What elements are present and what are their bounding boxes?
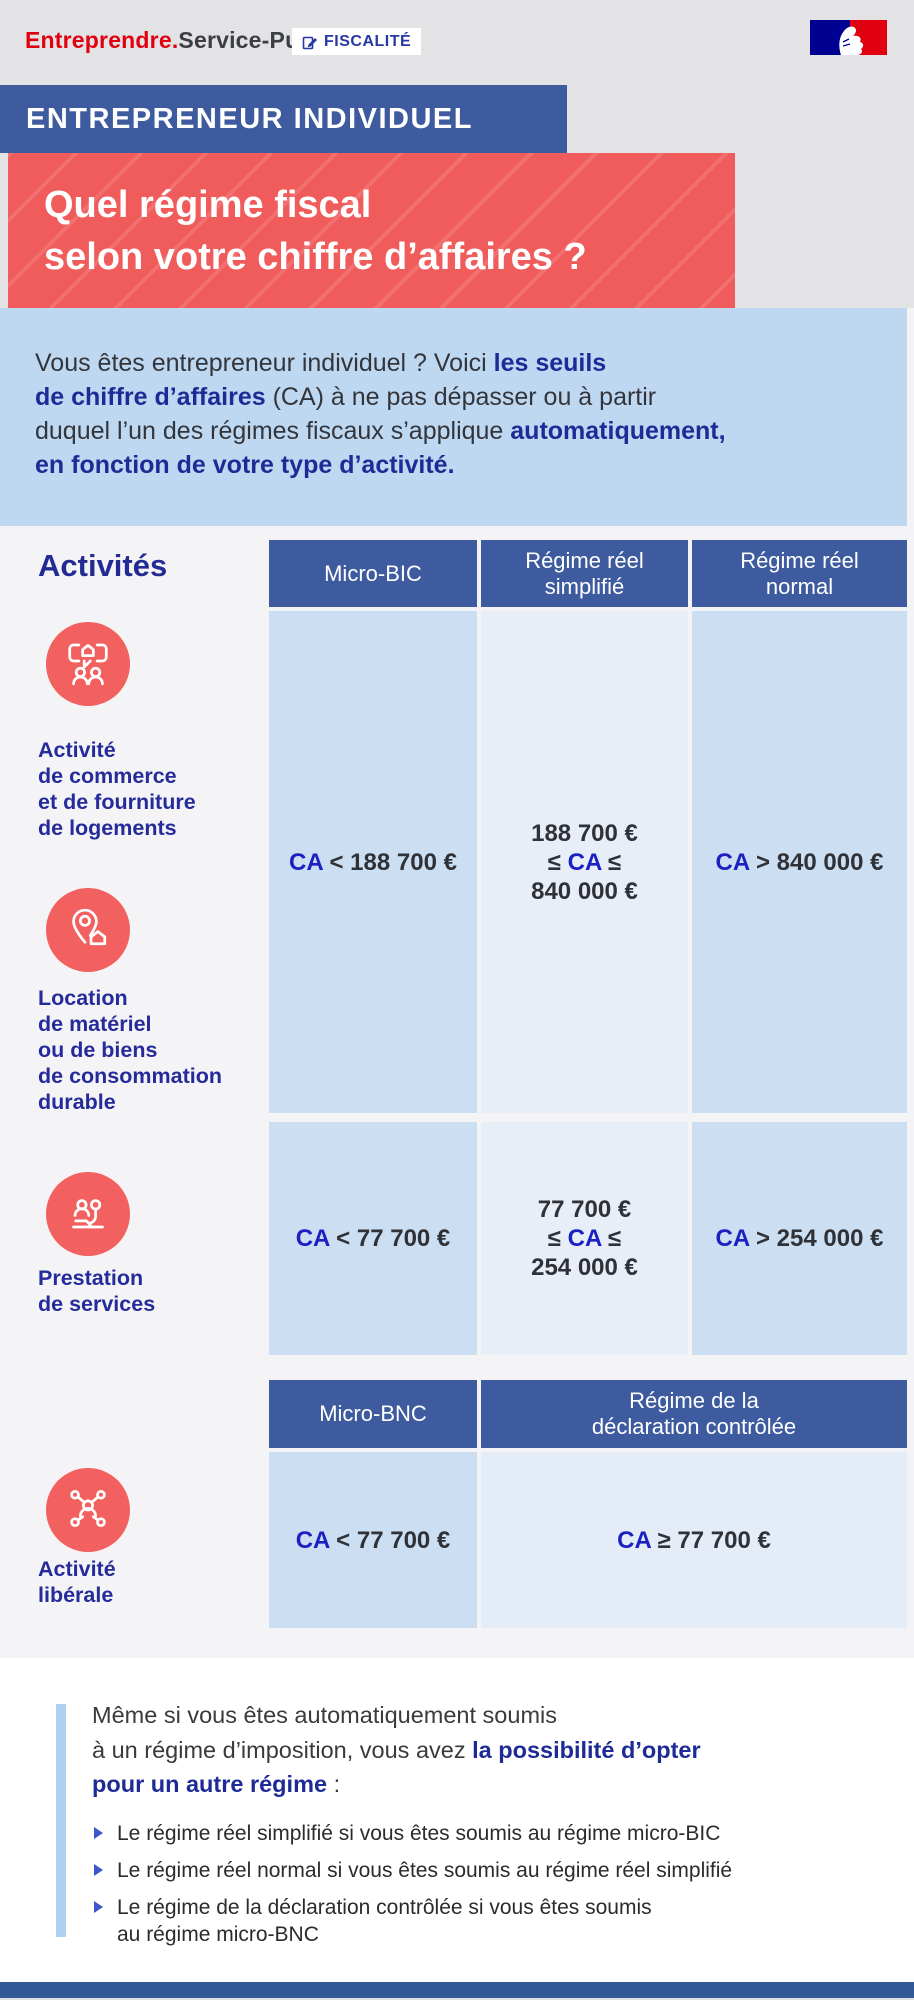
commerce-housing-icon-art <box>68 643 108 686</box>
column-header-micro-bnc: Micro-BNC <box>269 1380 477 1448</box>
intro-seg-bold: de chiffre d’affaires <box>35 383 266 411</box>
bnc-table-row-liberale: CA < 77 700 € CA ≥ 77 700 € <box>269 1452 907 1628</box>
intro-seg: duquel l’un des régimes fiscaux s’appliq… <box>35 417 511 445</box>
cell-reel-normal-services: CA > 254 000 € <box>692 1122 907 1355</box>
note-accent-bar <box>56 1704 66 1937</box>
intro-seg-bold: les seuils <box>493 349 607 377</box>
services-icon-art <box>72 1199 104 1229</box>
list-item: Le régime de la déclaration contrôlée si… <box>92 1894 812 1948</box>
cell-declaration-controlee-liberale: CA ≥ 77 700 € <box>481 1452 907 1628</box>
cell-microbic-commerce: CA < 188 700 € <box>269 611 477 1113</box>
bnc-table-header: Micro-BNC Régime de la déclaration contrô… <box>269 1380 907 1448</box>
activity-label-services: Prestation de services <box>38 1266 156 1316</box>
cell-reel-normal-commerce: CA > 840 000 € <box>692 611 907 1113</box>
rental-location-icon <box>46 888 130 972</box>
cell-reel-simplifie-commerce: 188 700 € ≤ CA ≤ 840 000 € <box>481 611 688 1113</box>
column-header-regime-reel-simplifie: Régime réel simplifié <box>481 540 688 607</box>
activity-label-commerce: Activité de commerce et de fourniture de… <box>38 738 196 840</box>
bic-table-row-services: CA < 77 700 € 77 700 € ≤ CA ≤ 254 000 € … <box>269 1122 907 1355</box>
fiscalite-badge-label: FISCALITÉ <box>324 32 412 50</box>
cell-reel-simplifie-services: 77 700 € ≤ CA ≤ 254 000 € <box>481 1122 688 1355</box>
note-bullet-list: Le régime réel simplifié si vous êtes so… <box>92 1820 812 1958</box>
note-seg: à un régime d’imposition, vous avez <box>92 1736 473 1763</box>
note-section <box>0 1658 914 2000</box>
note-seg-bold: la possibilité d’opter <box>472 1736 701 1763</box>
activity-label-location: Location de matériel ou de biens de cons… <box>38 986 222 1114</box>
note-seg: Même si vous êtes automatiquement soumis <box>92 1702 557 1728</box>
bic-table-row-commerce: CA < 188 700 € 188 700 € ≤ CA ≤ 840 000 … <box>269 611 907 1113</box>
main-title-line1: Quel régime fiscal <box>44 183 372 226</box>
intro-seg: Vous êtes entrepreneur individuel ? Voic… <box>35 349 494 377</box>
main-title-line2: selon votre chiffre d’affaires ? <box>44 235 587 278</box>
list-item: Le régime réel normal si vous êtes soumi… <box>92 1857 812 1884</box>
liberal-network-icon-art <box>70 1489 106 1527</box>
bullet-arrow-icon <box>94 1864 103 1876</box>
column-header-declaration-controlee: Régime de la déclaration contrôlée <box>481 1380 907 1448</box>
pen-document-icon <box>302 36 317 49</box>
french-republic-marianne-logo <box>810 20 887 55</box>
activity-label-liberale: Activité libérale <box>38 1557 116 1607</box>
note-seg-bold: pour un autre régime <box>92 1771 328 1797</box>
footer-strip <box>0 1998 914 2000</box>
note-seg: : <box>327 1771 341 1797</box>
footer-bar <box>0 1982 914 1998</box>
rental-location-icon-art <box>72 908 107 946</box>
list-item: Le régime réel simplifié si vous êtes so… <box>92 1820 812 1847</box>
intro-seg-bold: automatiquement, <box>510 417 726 445</box>
intro-seg-bold: en fonction de votre type d’activité. <box>35 451 455 479</box>
bullet-arrow-icon <box>94 1901 103 1913</box>
bullet-arrow-icon <box>94 1827 103 1839</box>
section-banner: ENTREPRENEUR INDIVIDUEL <box>0 85 567 153</box>
fiscalite-badge: FISCALITÉ <box>292 28 422 55</box>
note-paragraph: Même si vous êtes automatiquement soumis… <box>92 1698 772 1802</box>
brand-entreprendre: Entreprendre. <box>25 27 179 53</box>
bic-table-header: Micro-BIC Régime réel simplifié Régime ré… <box>269 540 907 607</box>
column-header-micro-bic: Micro-BIC <box>269 540 477 607</box>
intro-seg: (CA) à ne pas dépasser ou à partir <box>265 383 657 411</box>
intro-panel: Vous êtes entrepreneur individuel ? Voic… <box>0 308 907 526</box>
intro-paragraph: Vous êtes entrepreneur individuel ? Voic… <box>35 346 907 482</box>
activities-heading: Activités <box>38 548 168 583</box>
section-banner-label: ENTREPRENEUR INDIVIDUEL <box>26 102 473 135</box>
services-icon <box>46 1172 130 1256</box>
cell-micro-bnc-liberale: CA < 77 700 € <box>269 1452 477 1628</box>
column-header-regime-reel-normal: Régime réel normal <box>692 540 907 607</box>
main-title-band: Quel régime fiscal selon votre chiffre d… <box>8 153 735 308</box>
commerce-housing-icon <box>46 622 130 706</box>
cell-microbic-services: CA < 77 700 € <box>269 1122 477 1355</box>
liberal-network-icon <box>46 1468 130 1552</box>
